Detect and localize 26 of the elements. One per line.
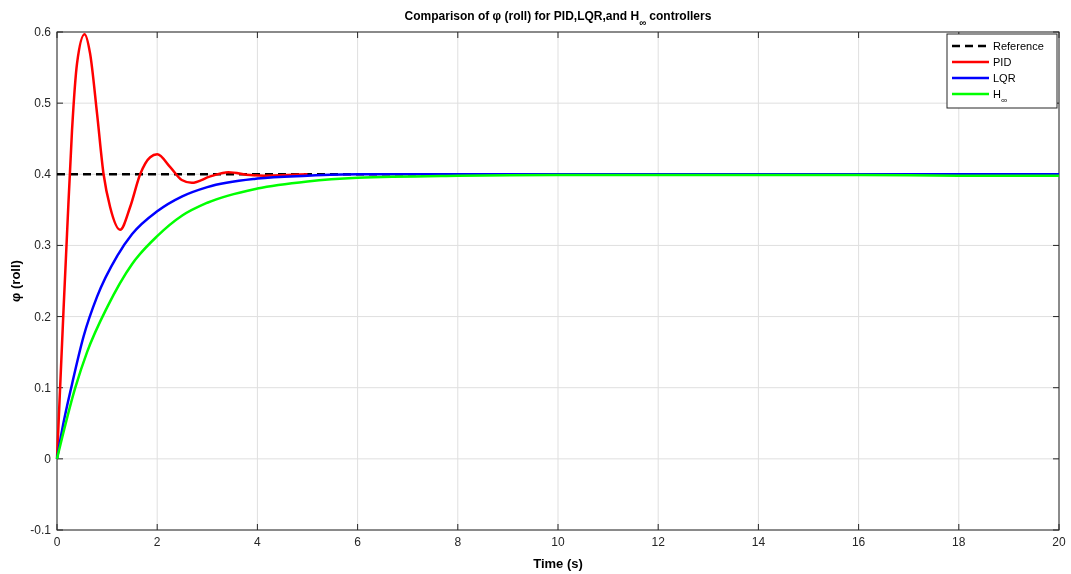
x-axis-title: Time (s) xyxy=(533,556,583,571)
y-tick-label: 0.3 xyxy=(34,238,52,253)
y-tick-label: 0 xyxy=(44,451,52,466)
x-tick-label: 18 xyxy=(952,535,966,549)
y-tick-label: 0.6 xyxy=(34,25,52,39)
legend-label: PID xyxy=(993,56,1012,68)
legend-label: LQR xyxy=(993,72,1016,84)
y-tick-label: 0.2 xyxy=(34,309,52,324)
x-tick-label: 14 xyxy=(751,535,766,549)
x-tick-label: 16 xyxy=(851,535,866,549)
y-tick-label: 0.4 xyxy=(34,167,52,182)
chart-title: Comparison of φ (roll) for PID,LQR,and H$_{∞}$ controllers xyxy=(404,9,712,28)
x-tick-label: 4 xyxy=(254,535,262,549)
y-tick-label: 0.1 xyxy=(34,380,52,395)
x-tick-label: 6 xyxy=(354,535,362,549)
y-tick-label: 0.5 xyxy=(34,96,52,111)
legend-label: Reference xyxy=(993,40,1044,52)
x-tick-label: 8 xyxy=(454,535,462,549)
x-tick-label: 10 xyxy=(551,535,565,549)
y-axis-title: φ (roll) xyxy=(8,260,23,302)
x-tick-label: 20 xyxy=(1052,535,1066,549)
x-tick-label: 12 xyxy=(651,535,666,549)
y-tick-label: -0.1 xyxy=(30,523,52,537)
legend-label: H$_{∞}$ xyxy=(993,88,1008,105)
x-tick-label: 0 xyxy=(53,535,61,549)
x-tick-label: 2 xyxy=(153,535,161,549)
